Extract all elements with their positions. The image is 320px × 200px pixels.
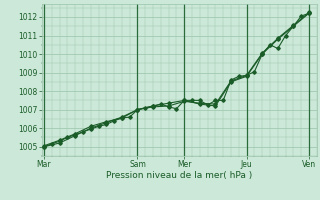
X-axis label: Pression niveau de la mer( hPa ): Pression niveau de la mer( hPa ) [106,171,252,180]
